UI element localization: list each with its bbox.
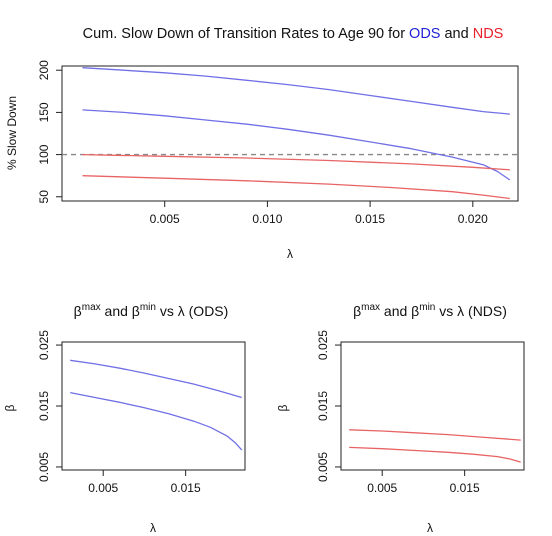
left-series-group: [70, 359, 243, 451]
right-x-tick-label: 0.015: [450, 481, 480, 495]
right-series-group: [349, 429, 521, 463]
right-x-tick-label: 0.005: [367, 481, 397, 495]
top-y-axis-label: % Slow Down: [5, 96, 19, 170]
right-y-axis-label: β: [276, 404, 290, 411]
top-plot-frame: [61, 65, 519, 202]
left-y-tick-label: 0.005: [37, 452, 51, 482]
left-x-axis-label: λ: [150, 521, 156, 535]
right-y-axis: 0.005 0.015 0.025: [316, 330, 341, 482]
right-y-tick-label: 0.025: [316, 330, 330, 360]
right-x-axis: 0.005 0.015: [367, 470, 480, 495]
top-y-axis: 50 100 150 200: [37, 60, 62, 204]
left-chart-title: βmax and βmin vs λ (ODS): [74, 302, 229, 319]
top-y-tick-label: 200: [37, 60, 51, 80]
left-series-line-2: [70, 391, 243, 451]
right-series-line-2: [349, 446, 521, 463]
top-y-tick-label: 50: [37, 190, 51, 204]
left-x-tick-label: 0.005: [88, 481, 118, 495]
top-x-tick-label: 0.010: [252, 212, 282, 226]
top-series-line-2: [82, 109, 511, 181]
top-series-line-1: [82, 67, 510, 115]
top-y-tick-label: 150: [37, 102, 51, 122]
right-chart: βmax and βmin vs λ (NDS) 0.005 0.015 0.00…: [276, 302, 525, 535]
right-y-tick-label: 0.005: [316, 452, 330, 482]
top-series-group: [82, 67, 511, 200]
left-plot-frame: [61, 341, 246, 471]
left-y-axis: 0.005 0.015 0.025: [37, 330, 62, 482]
top-chart: Cum. Slow Down of Transition Rates to Ag…: [5, 26, 519, 261]
top-x-axis-label: λ: [287, 247, 293, 261]
left-y-tick-label: 0.025: [37, 330, 51, 360]
top-x-tick-label: 0.020: [458, 212, 488, 226]
right-series-line-1: [349, 429, 521, 441]
top-chart-title: Cum. Slow Down of Transition Rates to Ag…: [83, 26, 504, 42]
left-y-axis-label: β: [3, 404, 17, 411]
left-y-tick-label: 0.015: [37, 391, 51, 421]
top-series-line-3: [82, 153, 510, 171]
left-x-axis: 0.005 0.015: [88, 470, 201, 495]
left-x-tick-label: 0.015: [171, 481, 201, 495]
top-x-tick-label: 0.005: [150, 212, 180, 226]
left-series-line-1: [70, 359, 242, 399]
right-chart-title: βmax and βmin vs λ (NDS): [353, 302, 507, 319]
top-x-tick-label: 0.015: [355, 212, 385, 226]
top-series-line-4: [82, 175, 510, 200]
right-y-tick-label: 0.015: [316, 391, 330, 421]
left-chart: βmax and βmin vs λ (ODS) 0.005 0.015 0.00…: [3, 302, 246, 535]
top-y-tick-label: 100: [37, 144, 51, 164]
top-x-axis: 0.005 0.010 0.015 0.020: [150, 201, 488, 226]
right-x-axis-label: λ: [427, 521, 433, 535]
